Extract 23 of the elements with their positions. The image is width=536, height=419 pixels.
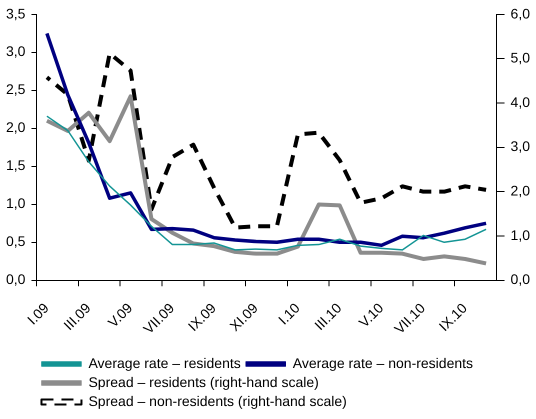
legend-label: Average rate – residents <box>88 354 241 371</box>
y2-tick-label: 4,0 <box>510 94 530 110</box>
legend-label: Average rate – non-residents <box>292 354 474 371</box>
y-tick-label: 1,5 <box>6 157 26 174</box>
y-tick-label: 3,0 <box>6 43 26 60</box>
y2-tick-label: 0,0 <box>510 271 530 288</box>
y-tick-label: 0,5 <box>6 233 26 250</box>
x-tick-label: V.09 <box>104 300 136 330</box>
y-tick-label: 2,5 <box>6 81 26 98</box>
x-tick-label: V.10 <box>356 300 387 330</box>
y2-tick-label: 6,0 <box>510 5 530 22</box>
y-tick-label: 1,0 <box>6 195 26 212</box>
y2-tick-label: 5,0 <box>510 50 530 66</box>
y-tick-label: 3,5 <box>6 5 26 22</box>
legend-label: Spread – non-residents (right-hand scale) <box>88 392 347 409</box>
x-tick-label: I.10 <box>274 300 303 328</box>
y2-tick-label: 2,0 <box>510 182 530 198</box>
legend-label: Spread – residents (right-hand scale) <box>88 374 319 390</box>
y2-tick-label: 3,0 <box>510 138 530 154</box>
y2-tick-label: 1,0 <box>510 226 530 243</box>
x-tick-label: I.09 <box>24 300 52 328</box>
y-tick-label: 0,0 <box>6 271 26 288</box>
y-tick-label: 2,0 <box>6 119 26 136</box>
